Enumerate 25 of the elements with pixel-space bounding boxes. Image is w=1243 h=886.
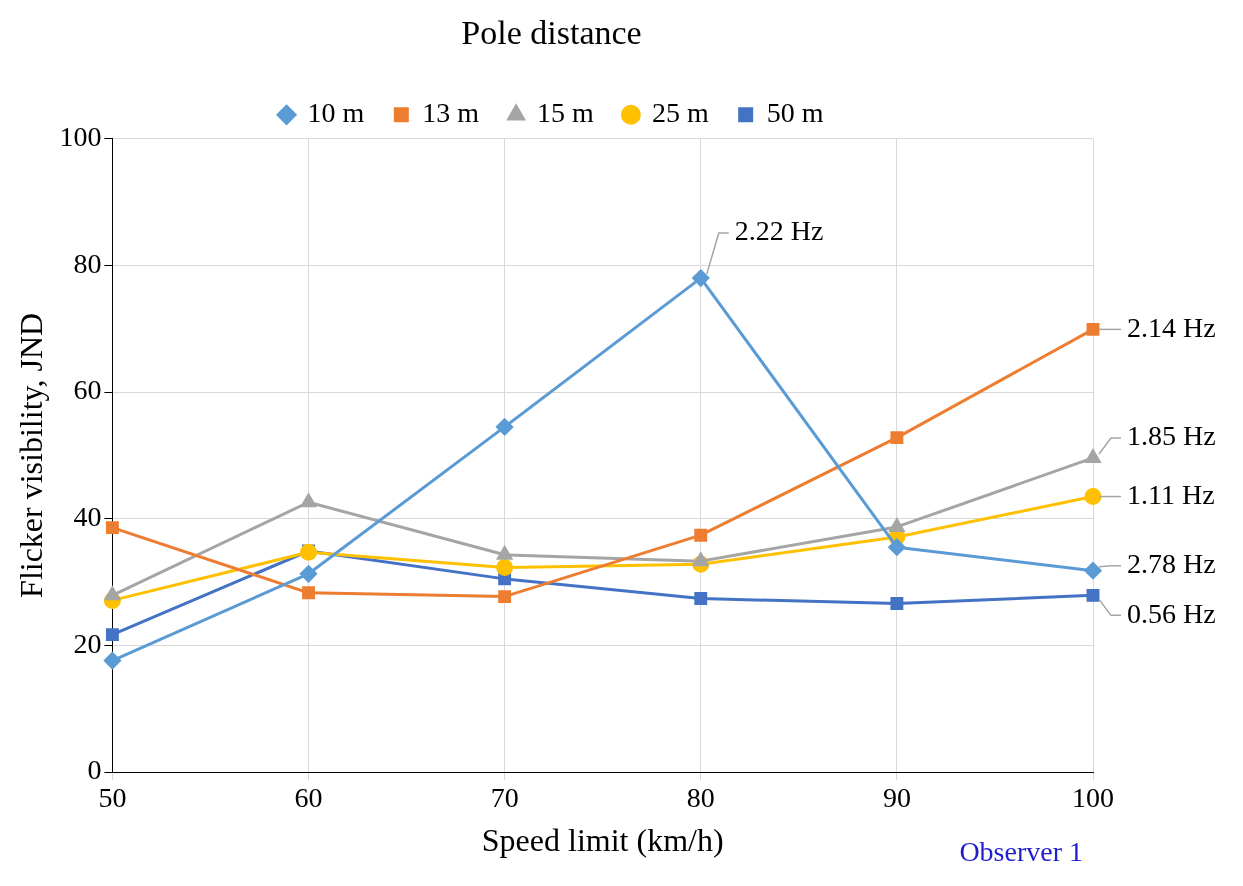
annotation: 2.78 Hz — [1127, 548, 1216, 579]
legend-label: 50 m — [766, 97, 824, 129]
x-tick-label: 70 — [490, 782, 519, 814]
legend-label: 25 m — [651, 97, 709, 129]
x-tick-label: 80 — [686, 782, 715, 814]
legend-label: 15 m — [537, 97, 595, 129]
text: Observer 1 — [959, 836, 1083, 868]
x-tick-label: 100 — [1072, 782, 1114, 814]
annotation: 1.85 Hz — [1127, 420, 1216, 452]
y-tick-label: 100 — [59, 121, 102, 153]
y-tick-label: 20 — [73, 627, 102, 659]
x-tick-label: 90 — [882, 782, 911, 814]
y-axis-title: Flicker visibility, JND — [12, 312, 49, 598]
annotation: 2.22 Hz — [734, 215, 824, 247]
annotation: 0.56 Hz — [1127, 597, 1216, 629]
legend-label: 13 m — [422, 97, 480, 129]
chart-title: Pole distance — [461, 14, 642, 52]
legend-label: 10 m — [307, 97, 365, 129]
x-axis-title: Speed limit (km/h) — [481, 822, 724, 859]
x-tick-label: 60 — [294, 782, 323, 814]
annotation: 1.11 Hz — [1127, 478, 1215, 510]
y-tick-label: 80 — [73, 247, 102, 279]
annotation: 2.14 Hz — [1127, 311, 1216, 343]
y-tick-label: 40 — [73, 501, 102, 533]
y-tick-label: 60 — [73, 374, 102, 406]
